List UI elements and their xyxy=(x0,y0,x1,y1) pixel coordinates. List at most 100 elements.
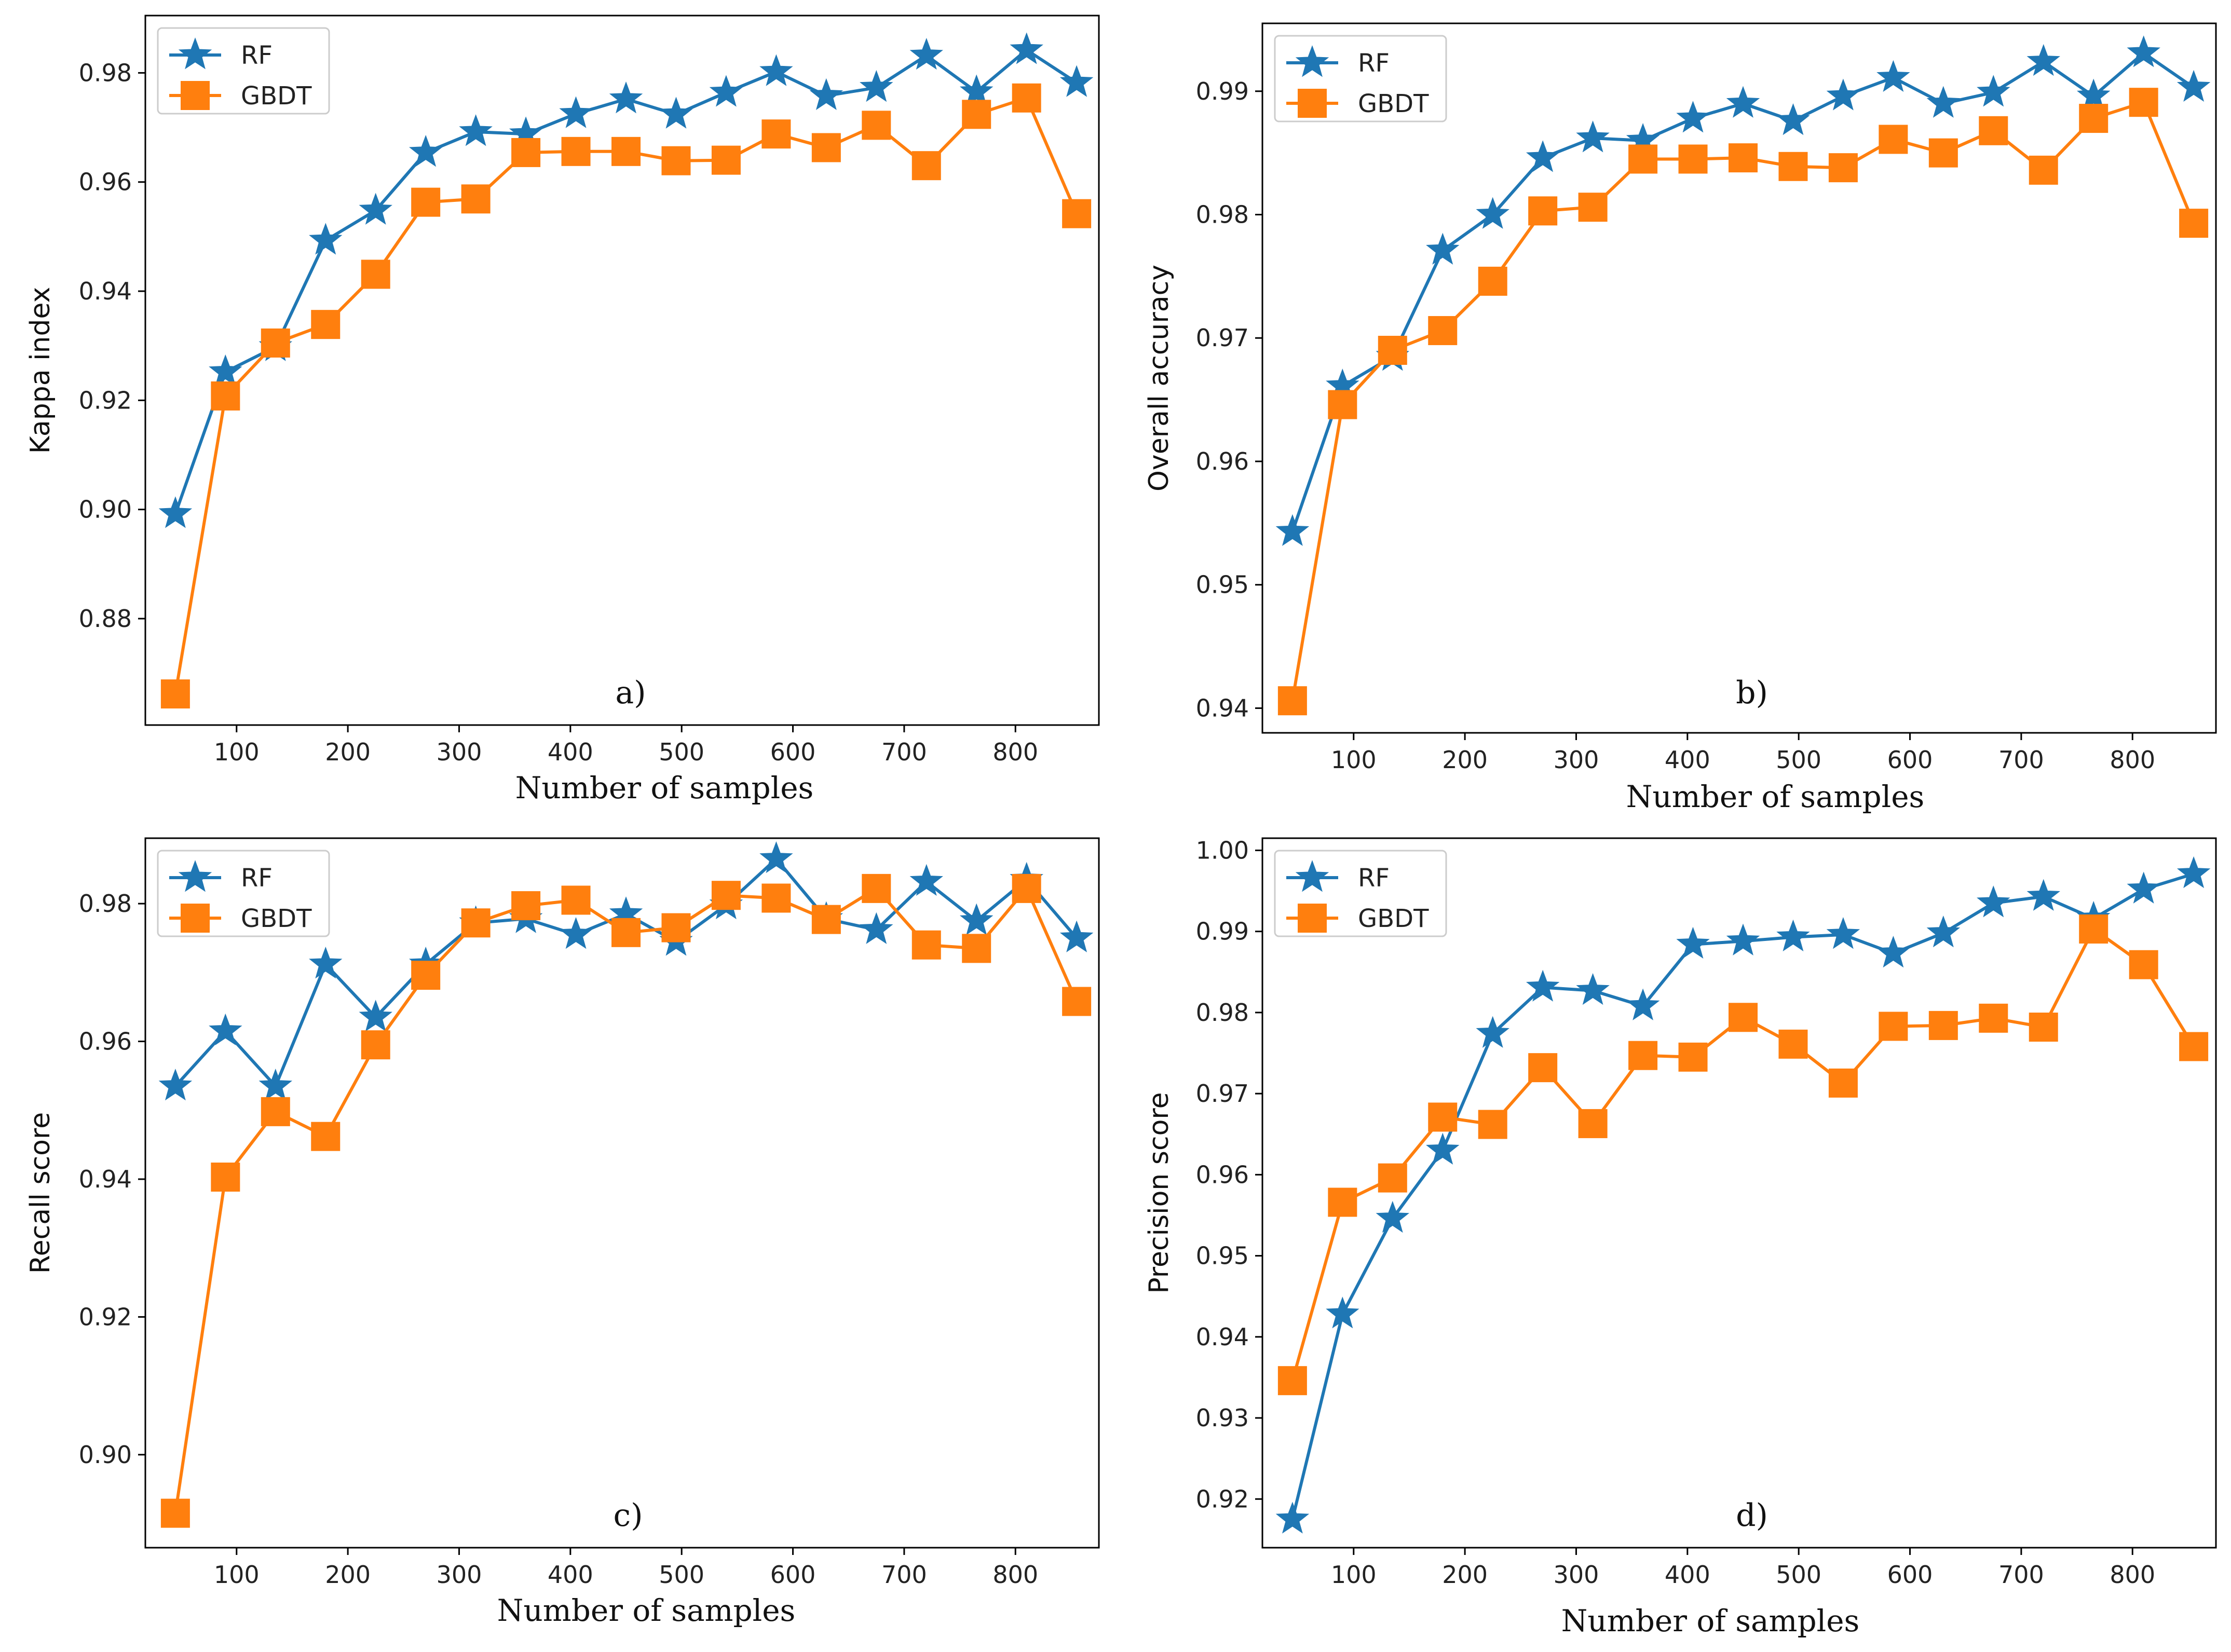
x-tick-label: 400 xyxy=(1665,746,1710,774)
data-point-gbdt xyxy=(1578,1109,1608,1138)
legend: RF GBDT xyxy=(1274,850,1447,937)
data-point-rf xyxy=(259,1068,293,1101)
data-point-rf xyxy=(1476,197,1509,229)
y-axis-label: Kappa index xyxy=(25,287,56,454)
data-point-gbdt xyxy=(811,133,841,162)
data-point-gbdt xyxy=(311,1122,341,1151)
data-point-gbdt xyxy=(511,891,541,921)
series-gbdt xyxy=(160,83,1092,709)
legend-marker-gbdt xyxy=(1298,89,1327,118)
x-tick-label: 200 xyxy=(1442,746,1488,774)
data-point-gbdt xyxy=(2129,950,2158,979)
plot-frame xyxy=(1261,837,2217,1549)
data-point-gbdt xyxy=(1729,143,1758,173)
data-point-gbdt xyxy=(160,1498,190,1528)
data-point-gbdt xyxy=(1678,144,1708,174)
data-point-gbdt xyxy=(411,187,441,217)
x-tick-label: 700 xyxy=(1998,746,2044,774)
data-point-gbdt xyxy=(1628,144,1658,174)
x-tick-label: 300 xyxy=(437,738,482,766)
data-point-rf xyxy=(609,81,643,114)
data-point-gbdt xyxy=(611,918,641,947)
data-point-rf xyxy=(659,97,693,129)
series-rf xyxy=(1275,35,2211,546)
data-point-rf xyxy=(359,193,392,225)
data-point-rf xyxy=(158,1068,193,1101)
legend-label: RF xyxy=(1358,864,1390,893)
data-point-gbdt xyxy=(1062,199,1092,228)
data-point-gbdt xyxy=(2179,209,2209,238)
x-tick-label: 500 xyxy=(659,1561,704,1589)
y-tick-label: 0.94 xyxy=(79,277,132,305)
y-tick-label: 0.94 xyxy=(79,1165,132,1193)
data-point-gbdt xyxy=(1012,83,1041,113)
data-point-gbdt xyxy=(2079,104,2108,133)
data-point-gbdt xyxy=(1979,1003,2008,1033)
data-point-rf xyxy=(1676,101,1710,133)
data-point-gbdt xyxy=(1478,1110,1507,1139)
data-point-rf xyxy=(1576,120,1610,153)
y-tick-label: 0.92 xyxy=(79,386,132,414)
y-tick-label: 0.96 xyxy=(79,1028,132,1056)
data-point-rf xyxy=(709,75,743,107)
x-tick-label: 300 xyxy=(437,1561,482,1589)
data-point-gbdt xyxy=(862,873,891,903)
y-tick-label: 0.94 xyxy=(1196,694,1249,722)
data-point-gbdt xyxy=(1378,336,1407,365)
x-tick-label: 200 xyxy=(1442,1561,1488,1589)
x-tick-label: 600 xyxy=(1887,1561,1933,1589)
data-point-gbdt xyxy=(912,151,941,181)
data-point-gbdt xyxy=(1778,152,1808,181)
data-point-rf xyxy=(1826,78,1860,111)
data-point-gbdt xyxy=(1729,1003,1758,1032)
x-tick-label: 500 xyxy=(1776,746,1821,774)
data-point-rf xyxy=(2176,856,2211,889)
data-point-rf xyxy=(1676,926,1710,959)
x-tick-label: 600 xyxy=(1887,746,1933,774)
data-point-gbdt xyxy=(1062,987,1092,1016)
data-point-gbdt xyxy=(211,1162,240,1192)
data-point-rf xyxy=(158,496,193,528)
data-point-gbdt xyxy=(1428,1102,1458,1132)
data-point-gbdt xyxy=(1928,1011,1958,1040)
data-point-rf xyxy=(1010,32,1043,64)
y-tick-label: 0.97 xyxy=(1196,324,1249,352)
data-point-rf xyxy=(1275,514,1310,546)
data-point-rf xyxy=(2127,35,2160,67)
legend-marker-gbdt xyxy=(181,81,210,110)
data-point-gbdt xyxy=(761,883,791,913)
data-point-rf xyxy=(1926,915,1961,948)
y-tick-label: 0.98 xyxy=(79,59,132,87)
data-point-rf xyxy=(860,70,893,102)
data-point-gbdt xyxy=(1528,1053,1558,1083)
x-tick-label: 800 xyxy=(992,1561,1038,1589)
data-point-rf xyxy=(1059,920,1094,952)
data-point-gbdt xyxy=(2079,914,2108,944)
x-axis-label: Number of samples xyxy=(497,1593,796,1628)
data-point-gbdt xyxy=(1828,1068,1858,1098)
legend-marker-gbdt xyxy=(1298,904,1327,933)
data-point-rf xyxy=(1776,103,1810,135)
data-point-rf xyxy=(1476,1016,1509,1048)
y-tick-label: 0.96 xyxy=(1196,1161,1249,1189)
legend-label: GBDT xyxy=(1358,904,1429,933)
data-point-rf xyxy=(2176,70,2211,102)
data-point-rf xyxy=(559,96,593,128)
series-line-rf xyxy=(1290,872,2194,1520)
y-axis-label: Recall score xyxy=(25,1112,56,1274)
x-tick-label: 300 xyxy=(1554,1561,1599,1589)
data-point-gbdt xyxy=(1328,1187,1357,1217)
panel-label: a) xyxy=(615,675,646,711)
x-tick-label: 200 xyxy=(325,1561,371,1589)
x-tick-label: 800 xyxy=(992,738,1038,766)
y-tick-label: 0.93 xyxy=(1196,1404,1249,1432)
data-point-gbdt xyxy=(862,111,891,140)
panel-b: 100 200 300 400 500 600 700 800 0.94 0.95 0.96 0.97… xyxy=(1144,22,2217,814)
series-rf xyxy=(158,32,1094,528)
data-point-gbdt xyxy=(1628,1041,1658,1070)
y-tick-label: 0.96 xyxy=(79,168,132,196)
data-point-rf xyxy=(459,114,493,146)
y-tick-label: 0.99 xyxy=(1196,77,1249,105)
data-point-gbdt xyxy=(962,100,991,129)
